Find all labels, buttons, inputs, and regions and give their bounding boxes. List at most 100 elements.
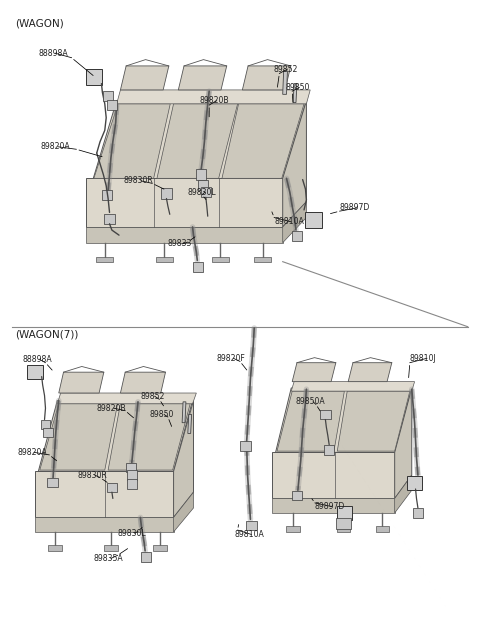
- Polygon shape: [293, 83, 297, 103]
- Bar: [102, 190, 112, 200]
- Polygon shape: [395, 388, 412, 499]
- Polygon shape: [174, 492, 193, 532]
- Text: 89810J: 89810J: [410, 354, 437, 363]
- Polygon shape: [182, 402, 186, 423]
- Bar: [337, 506, 352, 520]
- Polygon shape: [292, 362, 336, 382]
- Polygon shape: [188, 415, 192, 433]
- Bar: [107, 483, 117, 492]
- Bar: [408, 476, 422, 490]
- Bar: [292, 490, 302, 500]
- Polygon shape: [120, 372, 166, 393]
- Polygon shape: [93, 101, 306, 180]
- Polygon shape: [337, 391, 410, 451]
- Polygon shape: [212, 257, 228, 262]
- Text: 89810A: 89810A: [234, 530, 264, 539]
- Text: 89830R: 89830R: [78, 471, 108, 480]
- Bar: [107, 100, 117, 110]
- Polygon shape: [376, 526, 389, 532]
- Bar: [201, 187, 211, 197]
- Bar: [336, 518, 350, 529]
- Polygon shape: [156, 257, 173, 262]
- Bar: [292, 231, 302, 241]
- Bar: [104, 213, 115, 224]
- Polygon shape: [179, 66, 227, 90]
- Text: 89830L: 89830L: [188, 188, 216, 197]
- Bar: [246, 521, 257, 531]
- Polygon shape: [254, 257, 271, 262]
- Text: (WAGON(7)): (WAGON(7)): [14, 329, 78, 340]
- Text: 89830R: 89830R: [124, 176, 154, 185]
- Bar: [240, 441, 251, 451]
- Polygon shape: [272, 452, 395, 499]
- Polygon shape: [40, 404, 118, 470]
- Text: 89820F: 89820F: [216, 354, 245, 363]
- Bar: [48, 478, 58, 487]
- Text: 89850: 89850: [285, 83, 310, 92]
- Polygon shape: [222, 104, 304, 178]
- Text: 89833: 89833: [168, 240, 192, 248]
- Polygon shape: [57, 393, 196, 404]
- Polygon shape: [242, 66, 291, 90]
- Polygon shape: [283, 101, 306, 227]
- Bar: [127, 470, 137, 480]
- Polygon shape: [287, 526, 300, 532]
- Bar: [43, 427, 53, 436]
- Polygon shape: [395, 475, 412, 513]
- Bar: [324, 445, 335, 455]
- Text: 88898A: 88898A: [23, 355, 52, 364]
- Bar: [305, 212, 322, 228]
- Polygon shape: [86, 178, 283, 227]
- Text: 89820B: 89820B: [96, 404, 126, 413]
- Text: 89852: 89852: [273, 64, 298, 74]
- Text: 89820B: 89820B: [200, 96, 229, 105]
- Polygon shape: [96, 257, 113, 262]
- Polygon shape: [35, 517, 174, 532]
- Bar: [27, 365, 43, 379]
- Polygon shape: [272, 499, 395, 513]
- Polygon shape: [86, 227, 283, 243]
- Bar: [103, 91, 113, 101]
- Polygon shape: [283, 71, 288, 94]
- Text: 88898A: 88898A: [38, 49, 68, 58]
- Polygon shape: [117, 90, 310, 104]
- Bar: [41, 420, 50, 429]
- Bar: [126, 463, 136, 472]
- Polygon shape: [291, 382, 415, 391]
- Text: 89897D: 89897D: [315, 502, 345, 511]
- Polygon shape: [157, 104, 238, 178]
- Polygon shape: [153, 545, 168, 551]
- Bar: [193, 262, 204, 272]
- Bar: [141, 552, 151, 562]
- Bar: [198, 180, 208, 190]
- Text: 89835A: 89835A: [94, 554, 123, 563]
- Polygon shape: [38, 401, 192, 471]
- Text: 89820A: 89820A: [17, 448, 47, 457]
- Bar: [161, 189, 172, 199]
- Bar: [320, 410, 331, 419]
- Polygon shape: [348, 362, 392, 382]
- Text: 89850A: 89850A: [296, 397, 325, 406]
- Polygon shape: [104, 545, 118, 551]
- Text: (WAGON): (WAGON): [14, 18, 63, 29]
- Polygon shape: [337, 526, 350, 532]
- Text: 89850: 89850: [150, 410, 174, 419]
- Text: 89810A: 89810A: [274, 217, 304, 226]
- Polygon shape: [120, 66, 169, 90]
- Polygon shape: [277, 391, 344, 451]
- Polygon shape: [283, 202, 306, 243]
- Text: 89897D: 89897D: [340, 203, 370, 213]
- Polygon shape: [94, 104, 170, 178]
- Bar: [196, 169, 206, 180]
- Polygon shape: [276, 388, 412, 452]
- Text: 89820A: 89820A: [41, 142, 71, 151]
- Polygon shape: [174, 401, 193, 517]
- Bar: [85, 69, 102, 85]
- Polygon shape: [59, 372, 104, 393]
- Text: 89852: 89852: [140, 392, 165, 401]
- Bar: [413, 508, 423, 518]
- Bar: [127, 479, 137, 489]
- Polygon shape: [108, 404, 190, 470]
- Text: 89830L: 89830L: [118, 529, 146, 538]
- Polygon shape: [48, 545, 62, 551]
